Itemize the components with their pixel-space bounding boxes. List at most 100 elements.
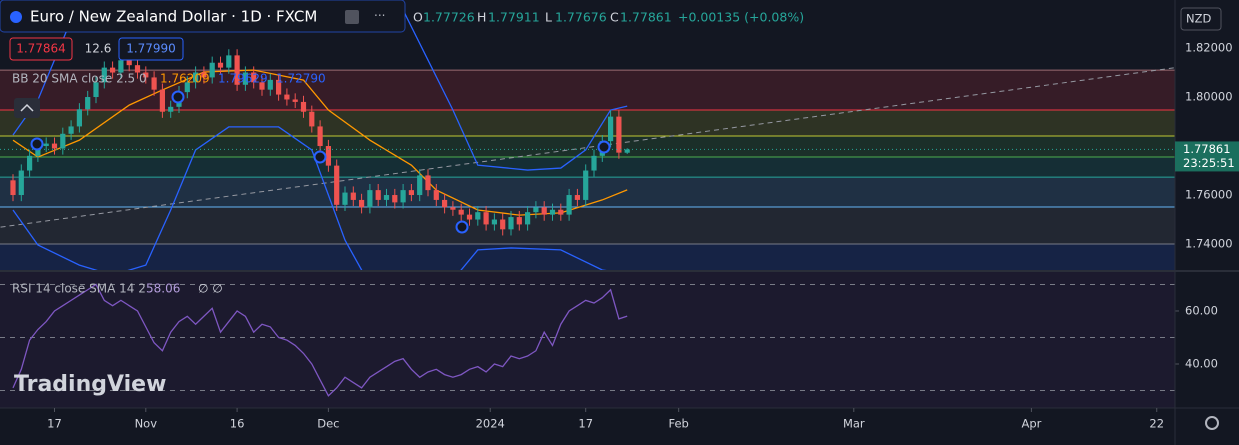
- collapse-button[interactable]: [14, 98, 40, 118]
- candle-body: [317, 126, 323, 147]
- event-marker: [30, 137, 44, 151]
- candle-body: [417, 175, 423, 196]
- spread: 12.6: [85, 42, 112, 56]
- price-label-box: [1175, 141, 1239, 172]
- bb-lower-value: 1.72790: [276, 72, 326, 86]
- x-tick-label: Apr: [1021, 417, 1041, 431]
- candle-body: [425, 175, 431, 191]
- candle-body: [342, 192, 348, 205]
- level-zone: [0, 110, 1175, 136]
- flag-icon[interactable]: [345, 10, 359, 24]
- candle-body: [35, 146, 41, 156]
- event-marker: [597, 140, 611, 154]
- candle-body: [358, 199, 365, 208]
- level-zone: [0, 157, 1175, 178]
- title-box: [0, 0, 406, 33]
- high-value: 1.77911: [488, 10, 540, 25]
- symbol-icon: [10, 11, 22, 23]
- candle-body: [184, 82, 190, 93]
- x-tick-label: 17: [578, 417, 593, 431]
- x-tick-label: 22: [1149, 417, 1164, 431]
- y-tick-label: 1.82000: [1185, 41, 1233, 55]
- candle-body: [159, 89, 165, 112]
- trendline: [0, 67, 1175, 228]
- candle-body: [574, 195, 580, 200]
- low-value: 1.77676: [555, 10, 607, 25]
- candle-body: [51, 143, 58, 149]
- brand-logo: TradingView: [14, 372, 166, 397]
- candle-body: [10, 180, 16, 196]
- low-label: L: [545, 10, 552, 25]
- sell-price: 1.77864: [16, 42, 66, 56]
- currency-box[interactable]: [1180, 7, 1222, 31]
- candle-body: [192, 72, 199, 83]
- candle-body: [558, 209, 564, 215]
- candle-body: [151, 77, 157, 90]
- candle-body: [591, 155, 597, 171]
- candle-body: [334, 165, 340, 205]
- candle-body: [524, 212, 531, 225]
- candle-body: [43, 143, 49, 147]
- candle-body: [607, 116, 614, 142]
- buy-box[interactable]: [118, 37, 184, 61]
- overlay: Euro / New Zealand Dollar · 1D · FXCM ··…: [0, 0, 1222, 430]
- candle-body: [516, 217, 522, 225]
- main-pane: [0, 0, 1175, 270]
- currency: NZD: [1186, 12, 1211, 26]
- candle-body: [300, 101, 307, 112]
- buy-price: 1.77990: [126, 42, 176, 56]
- open-value: 1.77726: [423, 10, 475, 25]
- y-tick-label: 1.74000: [1185, 237, 1233, 251]
- candle-body: [93, 82, 99, 98]
- bb-basis-value: 1.76209: [160, 72, 210, 86]
- candle-body: [60, 133, 66, 149]
- candle-body: [118, 60, 124, 73]
- candle-body: [450, 207, 456, 210]
- candle-body: [549, 209, 556, 215]
- x-tick-label: 17: [47, 417, 62, 431]
- candle-body: [466, 214, 473, 220]
- candle-body: [491, 219, 497, 225]
- rsi-y-tick-label: 40.00: [1185, 356, 1218, 370]
- candle-body: [76, 109, 82, 127]
- candle-body: [408, 190, 414, 196]
- rsi-pane: [0, 272, 1175, 408]
- candle-body: [292, 99, 298, 102]
- candle-body: [259, 82, 265, 90]
- candle-body: [143, 72, 149, 78]
- candle-body: [383, 195, 390, 200]
- event-marker: [313, 150, 327, 164]
- rsi-na: ∅ ∅: [198, 282, 223, 296]
- x-tick-label: Feb: [668, 417, 688, 431]
- x-tick-label: Dec: [317, 417, 339, 431]
- x-tick-label: 2024: [476, 417, 505, 431]
- candle-body: [267, 79, 273, 90]
- candle-body: [375, 190, 381, 200]
- candle-body: [309, 111, 315, 127]
- price-label: 1.77861: [1183, 142, 1231, 156]
- candle-body: [475, 212, 481, 220]
- candle-body: [251, 72, 257, 83]
- x-tick-label: Nov: [135, 417, 158, 431]
- open-label: O: [413, 10, 423, 25]
- candle-body: [325, 146, 331, 166]
- candle-body: [350, 192, 356, 200]
- candle-body: [134, 65, 141, 73]
- candle-body: [541, 207, 547, 215]
- candle-body: [392, 195, 398, 203]
- sell-box[interactable]: [9, 37, 73, 61]
- countdown: 23:25:51: [1183, 156, 1235, 170]
- candle-body: [234, 55, 240, 85]
- more-icon[interactable]: ···: [374, 9, 385, 23]
- close-label: C: [610, 10, 619, 25]
- candle-body: [533, 207, 539, 213]
- bb-upper: [12, 0, 628, 171]
- candle-body: [101, 67, 107, 83]
- candle-body: [68, 126, 74, 134]
- settings-icon[interactable]: [1205, 416, 1219, 430]
- y-tick-label: 1.80000: [1185, 90, 1233, 104]
- bb-upper-value: 1.79629: [218, 72, 268, 86]
- candle-body: [500, 219, 506, 230]
- candle-body: [441, 199, 448, 208]
- rsi-legend: RSI 14 close SMA 14 2: [12, 282, 146, 296]
